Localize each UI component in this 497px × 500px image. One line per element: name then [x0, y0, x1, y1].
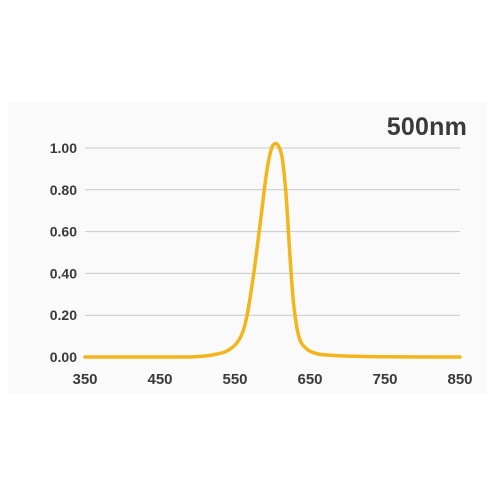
y-tick-label: 0.20 [50, 307, 77, 323]
grid-layer [85, 147, 460, 316]
chart-title: 500nm [386, 113, 467, 141]
y-tick-label: 0.40 [50, 265, 77, 281]
x-tick-label: 750 [372, 371, 397, 388]
chart-panel [8, 102, 487, 394]
x-tick-label: 850 [447, 371, 472, 388]
x-tick-label: 550 [222, 371, 247, 388]
x-tick-labels: 350 450 550 650 750 850 [72, 371, 472, 388]
x-tick-label: 650 [297, 371, 322, 388]
x-tick-label: 350 [72, 371, 97, 388]
y-tick-label: 0.00 [50, 349, 77, 365]
spectrum-line [83, 141, 462, 359]
y-tick-labels: 0.00 0.20 0.40 0.60 0.80 1.00 [50, 140, 77, 365]
x-tick-label: 450 [147, 371, 172, 388]
y-tick-label: 1.00 [50, 140, 77, 156]
y-tick-label: 0.80 [50, 182, 77, 198]
y-tick-label: 0.60 [50, 224, 77, 240]
series-layer [83, 141, 462, 359]
